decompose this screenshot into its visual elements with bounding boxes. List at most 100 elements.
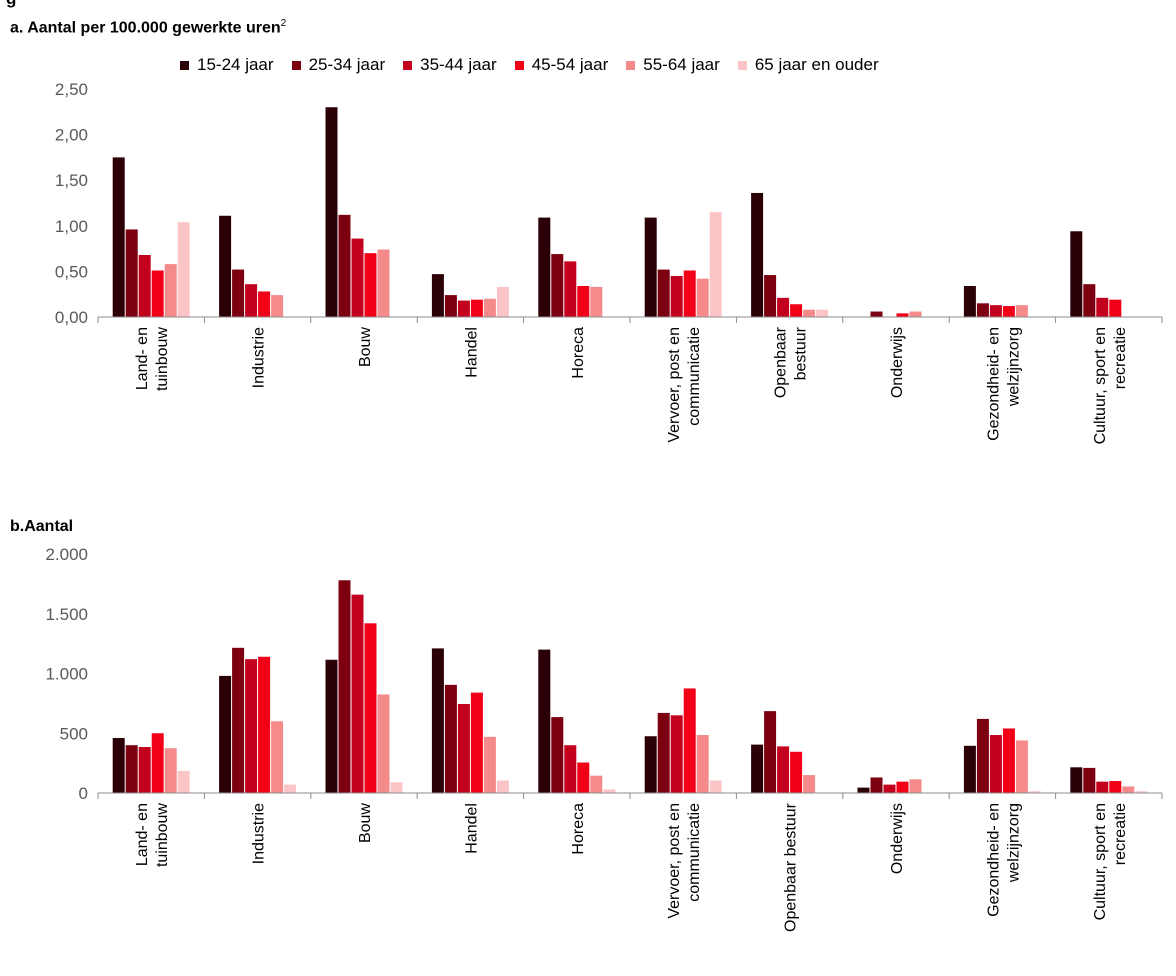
legend-item-0: 15-24 jaar — [180, 55, 274, 75]
bar-55-64-jaar — [1015, 740, 1028, 793]
bar-65-jaar-en-ouder — [496, 780, 509, 793]
bar-25-34-jaar — [870, 311, 883, 317]
bar-55-64-jaar — [590, 775, 603, 793]
bar-15-24-jaar — [538, 649, 551, 793]
bar-25-34-jaar — [1083, 284, 1096, 317]
bar-35-44-jaar — [457, 703, 470, 793]
chart-a: 0,00 0,50 1,00 1,50 2,00 2,50 Land- en tuinbouw… — [55, 80, 1163, 444]
y-tick-label: 0,00 — [55, 308, 88, 327]
y-tick-label: 1,00 — [55, 217, 88, 236]
bar-45-54-jaar — [258, 656, 271, 793]
category-label: Vervoer, post en — [666, 327, 683, 443]
category-label: Horeca — [570, 803, 587, 855]
bar-15-24-jaar — [219, 215, 232, 317]
category-label: Industrie — [251, 803, 268, 864]
bar-65-jaar-en-ouder — [1028, 791, 1041, 793]
bar-55-64-jaar — [483, 298, 496, 317]
y-tick-label: 2,00 — [55, 126, 88, 145]
bar-55-64-jaar — [483, 736, 496, 793]
bar-25-34-jaar — [976, 718, 989, 793]
bar-45-54-jaar — [577, 762, 590, 793]
bar-15-24-jaar — [112, 157, 125, 317]
legend-label: 35-44 jaar — [420, 55, 497, 74]
bar-35-44-jaar — [1096, 297, 1109, 317]
legend-swatch — [291, 60, 301, 70]
bar-35-44-jaar — [989, 305, 1002, 317]
category-label: Openbaar — [773, 326, 790, 398]
bar-15-24-jaar — [751, 192, 764, 317]
bar-15-24-jaar — [112, 738, 125, 793]
bar-45-54-jaar — [1109, 781, 1122, 793]
bar-35-44-jaar — [1096, 781, 1109, 793]
legend-label: 45-54 jaar — [531, 55, 609, 74]
legend-swatch — [514, 60, 524, 70]
category-label: Onderwijs — [889, 803, 906, 874]
header-partial-title: g — [6, 0, 16, 9]
y-tick-label: 500 — [60, 724, 88, 743]
legend-swatch — [403, 60, 413, 70]
bar-55-64-jaar — [377, 694, 390, 793]
bar-35-44-jaar — [457, 300, 470, 317]
bar-25-34-jaar — [657, 269, 670, 317]
bar-35-44-jaar — [564, 261, 577, 317]
y-tick-label: 1,50 — [55, 171, 88, 190]
category-label: welzijnzorg — [1005, 327, 1022, 407]
bar-65-jaar-en-ouder — [177, 770, 190, 793]
category-label: Cultuur, sport en — [1092, 327, 1109, 444]
bar-45-54-jaar — [896, 781, 909, 793]
chart-b: 0 500 1.000 1.500 2.000 Land- en tuinbouw Indus… — [45, 545, 1163, 932]
bar-25-34-jaar — [338, 214, 351, 317]
bar-55-64-jaar — [377, 249, 390, 317]
legend-swatch — [737, 60, 747, 70]
bar-35-44-jaar — [777, 746, 790, 793]
legend-label: 25-34 jaar — [308, 55, 386, 74]
bar-45-54-jaar — [151, 270, 164, 317]
bar-15-24-jaar — [963, 285, 976, 317]
y-tick-label: 1.000 — [45, 665, 88, 684]
legend-swatch — [180, 60, 189, 70]
bar-65-jaar-en-ouder — [177, 222, 190, 317]
panel-a-title-sup: 2 — [280, 18, 287, 29]
bar-25-34-jaar — [870, 777, 883, 793]
bar-45-54-jaar — [258, 291, 271, 317]
bar-25-34-jaar — [764, 711, 777, 793]
bar-55-64-jaar — [1015, 305, 1028, 317]
legend-item-4: 55-64 jaar — [626, 55, 720, 75]
bar-15-24-jaar — [431, 274, 444, 317]
category-label: communicatie — [686, 803, 703, 902]
bar-25-34-jaar — [976, 303, 989, 317]
y-tick-label: 0 — [79, 784, 88, 803]
bar-45-54-jaar — [683, 270, 696, 317]
category-label: Onderwijs — [889, 327, 906, 398]
bar-15-24-jaar — [325, 107, 338, 318]
bar-35-44-jaar — [883, 784, 896, 793]
legend-item-3: 45-54 jaar — [514, 55, 609, 75]
category-label: recreatie — [1112, 327, 1129, 389]
bar-35-44-jaar — [245, 659, 258, 793]
category-label: Openbaar bestuur — [783, 802, 800, 932]
bar-25-34-jaar — [764, 275, 777, 317]
bar-65-jaar-en-ouder — [816, 309, 829, 317]
panel-b-title: b.Aantal — [10, 518, 74, 535]
bar-55-64-jaar — [1122, 786, 1135, 793]
bar-15-24-jaar — [1070, 767, 1083, 793]
bar-25-34-jaar — [1083, 767, 1096, 793]
category-label: Handel — [463, 803, 480, 854]
bar-15-24-jaar — [857, 787, 870, 793]
category-label: bestuur — [793, 326, 810, 380]
y-tick-label: 0,50 — [55, 262, 88, 281]
category-label: Bouw — [357, 803, 374, 843]
bar-65-jaar-en-ouder — [496, 286, 509, 317]
header-strip: g — [0, 0, 1176, 14]
bar-35-44-jaar — [777, 297, 790, 317]
bar-45-54-jaar — [790, 304, 803, 317]
bar-55-64-jaar — [164, 748, 177, 793]
bar-45-54-jaar — [1002, 728, 1015, 793]
bar-55-64-jaar — [803, 775, 816, 793]
bar-65-jaar-en-ouder — [709, 212, 722, 317]
bar-65-jaar-en-ouder — [709, 780, 722, 793]
category-label: tuinbouw — [154, 327, 171, 391]
bar-25-34-jaar — [232, 647, 245, 793]
bar-55-64-jaar — [696, 735, 709, 793]
bar-55-64-jaar — [909, 779, 922, 793]
